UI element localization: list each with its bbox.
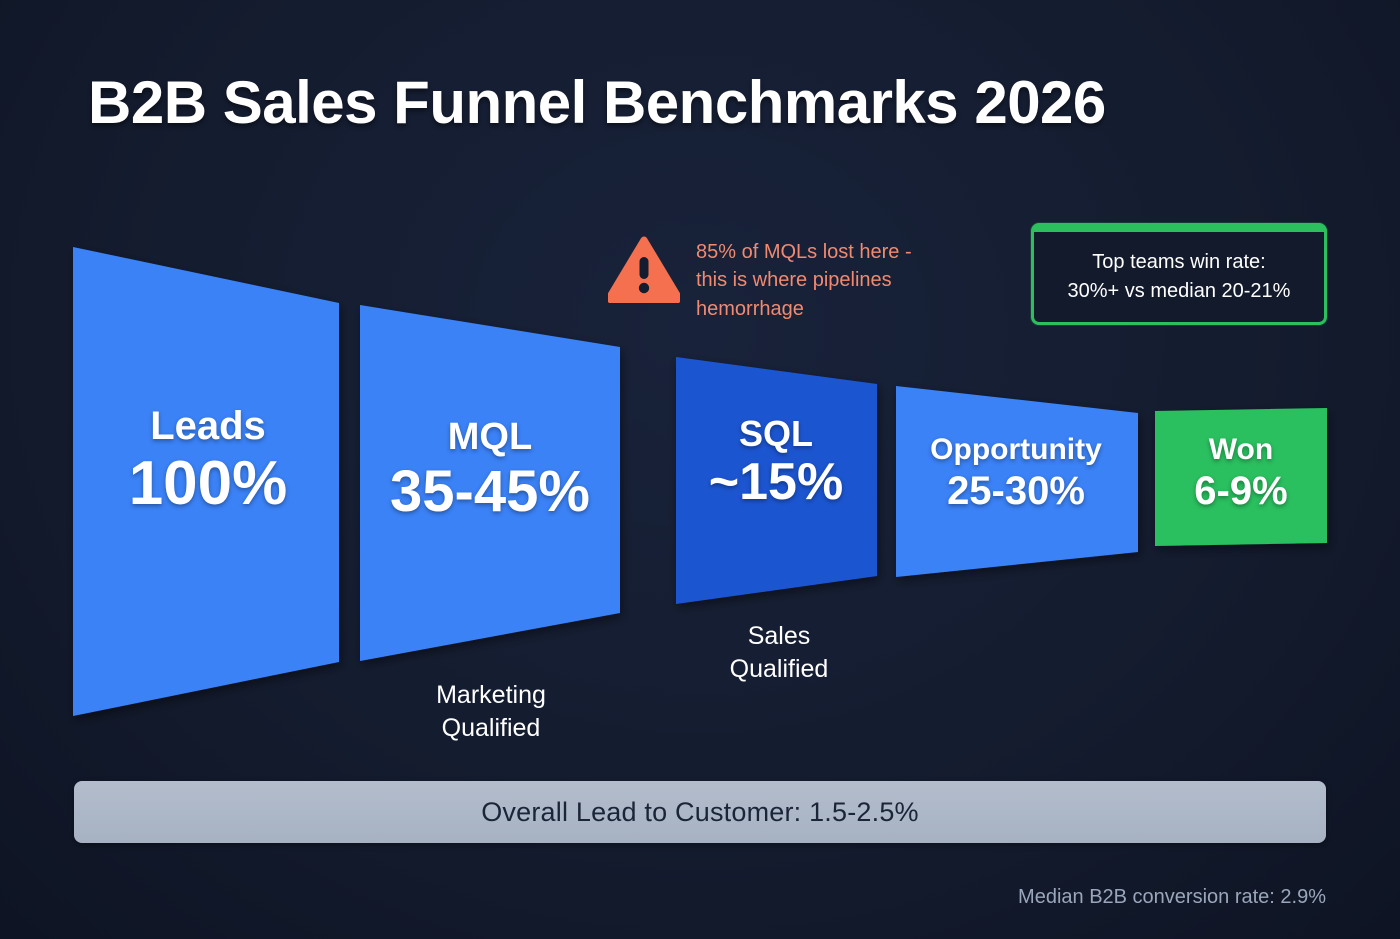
funnel-label-won-name: Won <box>1208 433 1274 466</box>
funnel-label-won: Won 6-9% <box>1156 434 1326 512</box>
overall-conversion-label: Overall Lead to Customer: 1.5-2.5% <box>481 796 919 827</box>
win-rate-callout: Top teams win rate: 30%+ vs median 20-21… <box>1031 223 1327 325</box>
funnel-label-leads-value: 100% <box>128 449 288 518</box>
warning-annotation: 85% of MQLs lost here - this is where pi… <box>608 232 968 323</box>
funnel-label-sql-value: ~15% <box>708 452 844 511</box>
funnel-label-leads: Leads 100% <box>78 405 338 516</box>
funnel-label-leads-name: Leads <box>150 404 266 448</box>
funnel-label-mql-value: 35-45% <box>390 458 590 524</box>
page-title: B2B Sales Funnel Benchmarks 2026 <box>88 69 1106 136</box>
overall-conversion-bar: Overall Lead to Customer: 1.5-2.5% <box>74 781 1326 843</box>
funnel-label-opportunity-name: Opportunity <box>930 433 1102 466</box>
warning-annotation-text: 85% of MQLs lost here - this is where pi… <box>696 241 912 320</box>
funnel-label-sql-name: SQL <box>738 413 813 454</box>
funnel-segment-mql[interactable] <box>360 305 620 661</box>
funnel-label-sql: SQL ~15% <box>676 415 876 509</box>
funnel-caption-sql: Sales Qualified <box>729 622 829 683</box>
funnel-segment-leads[interactable] <box>73 247 339 716</box>
footnote-median-conversion: Median B2B conversion rate: 2.9% <box>1018 886 1326 908</box>
funnel-label-opportunity: Opportunity 25-30% <box>896 434 1136 512</box>
funnel-label-mql: MQL 35-45% <box>365 416 615 524</box>
funnel-label-opportunity-value: 25-30% <box>947 468 1085 513</box>
funnel-segment-won[interactable] <box>1155 408 1327 546</box>
funnel-label-mql-name: MQL <box>447 416 533 458</box>
funnel-segment-sql[interactable] <box>676 357 877 604</box>
funnel-segment-opportunity[interactable] <box>896 386 1138 577</box>
win-rate-callout-text: Top teams win rate: 30%+ vs median 20-21… <box>1067 251 1291 302</box>
warning-triangle-icon <box>608 236 680 303</box>
funnel-caption-mql: Marketing Qualified <box>436 681 546 742</box>
funnel-label-won-value: 6-9% <box>1194 468 1288 513</box>
